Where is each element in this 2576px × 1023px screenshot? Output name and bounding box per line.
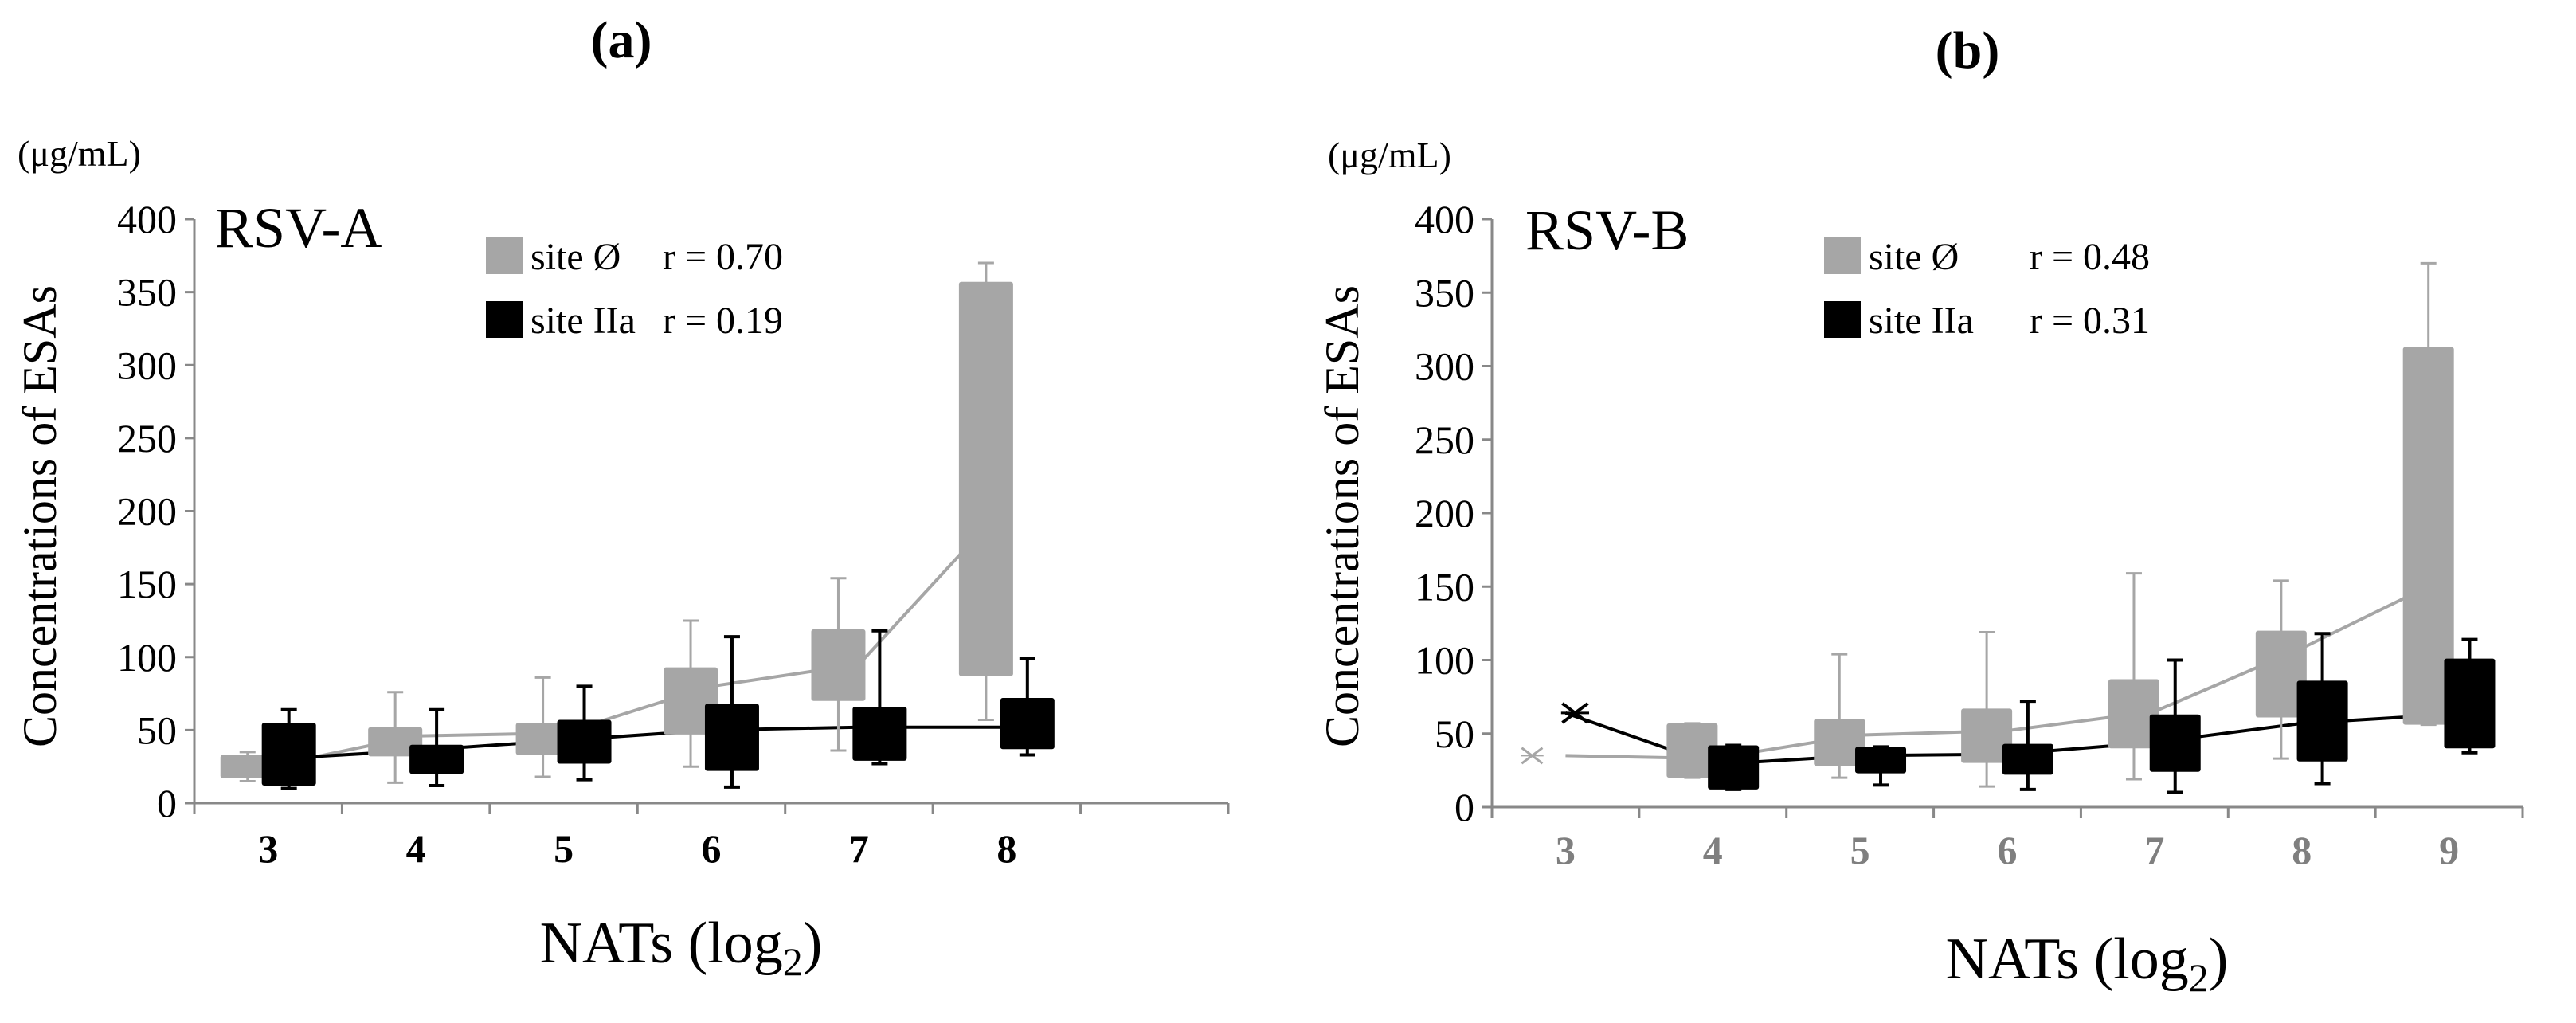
box-site-iia	[852, 707, 907, 761]
box-site-iia	[1708, 745, 1760, 790]
x-tick-label: 4	[406, 826, 426, 871]
x-axis-label: NATs (log2)	[540, 911, 823, 984]
box-site-o	[2108, 679, 2159, 749]
legend-swatch-site-iia	[1824, 301, 1861, 338]
panel-label: (a)	[591, 11, 652, 69]
x-tick-label: 3	[258, 826, 278, 871]
box-site-iia	[2149, 714, 2201, 772]
box-site-o	[1814, 719, 1865, 766]
legend-label-site-iia: site IIa	[1869, 300, 1974, 342]
legend-r-value-site-iia: r = 0.19	[663, 300, 783, 342]
box-site-iia	[2444, 658, 2496, 749]
legend-swatch-site-o	[486, 237, 523, 274]
y-tick-label: 400	[117, 197, 177, 241]
x-tick-label: 7	[2144, 828, 2164, 872]
box-site-iia	[1855, 747, 1907, 774]
x-tick-label: 6	[702, 826, 722, 871]
box-site-iia	[409, 744, 464, 774]
y-tick-label: 50	[1435, 711, 1474, 756]
y-tick-label: 0	[1454, 785, 1474, 829]
y-tick-label: 50	[137, 707, 177, 752]
y-tick-label: 250	[1415, 417, 1474, 462]
x-axis-label-main: NATs (log	[540, 911, 783, 976]
box-site-o	[2255, 630, 2307, 718]
y-tick-label: 250	[117, 416, 177, 461]
chart-title: RSV-B	[1525, 198, 1689, 262]
y-tick-label: 350	[117, 270, 177, 315]
y-axis-label: Concentrations of ESAs	[14, 285, 66, 747]
box-site-o	[515, 723, 570, 755]
x-tick-label: 5	[1850, 828, 1870, 872]
y-tick-label: 100	[1415, 638, 1474, 683]
box-site-iia	[557, 719, 612, 764]
y-tick-label: 150	[117, 562, 177, 606]
box-site-o	[1666, 723, 1718, 778]
x-tick-label: 8	[2292, 828, 2312, 872]
y-tick-label: 200	[1415, 491, 1474, 535]
y-tick-label: 150	[1415, 564, 1474, 609]
unit-label: (μg/mL)	[1328, 135, 1451, 175]
legend-label-site-o: site Ø	[530, 236, 621, 278]
point-marker-site-iia	[1560, 702, 1590, 724]
chart-title: RSV-A	[215, 196, 382, 260]
unit-label: (μg/mL)	[18, 133, 141, 174]
x-axis-label-close: )	[803, 911, 823, 976]
legend-swatch-site-o	[1824, 237, 1861, 274]
x-tick-label: 4	[1703, 828, 1723, 872]
x-axis-label: NATs (log2)	[1946, 927, 2229, 1000]
box-site-o	[368, 727, 423, 757]
x-tick-label: 8	[996, 826, 1016, 871]
x-axis-label-subscript: 2	[783, 939, 803, 984]
y-tick-label: 100	[117, 635, 177, 680]
box-site-o	[2402, 347, 2454, 725]
x-tick-label: 5	[554, 826, 574, 871]
chart-panel-a: (a) (μg/mL) RSV-A Concentrations of ESAs 0 50…	[14, 11, 1230, 984]
box-site-o	[811, 629, 866, 701]
legend-label-site-o: site Ø	[1869, 236, 1959, 278]
y-tick-label: 0	[157, 781, 177, 825]
box-site-iia	[2002, 743, 2053, 775]
x-tick-label: 7	[849, 826, 869, 871]
y-tick-label: 350	[1415, 270, 1474, 315]
box-site-o	[220, 755, 275, 778]
x-axis-label-subscript: 2	[2189, 955, 2209, 1000]
box-site-iia	[2296, 680, 2348, 762]
box-site-iia	[704, 704, 759, 771]
box-site-o	[958, 281, 1013, 676]
box-site-iia	[261, 723, 316, 786]
legend-r-value-site-iia: r = 0.31	[2030, 300, 2150, 342]
point-marker-site-o	[1521, 747, 1544, 765]
y-axis-label: Concentrations of ESAs	[1316, 285, 1368, 747]
y-tick-label: 200	[117, 489, 177, 534]
legend-r-value-site-o: r = 0.70	[663, 236, 783, 278]
x-axis-label-close: )	[2209, 927, 2229, 992]
legend-r-value-site-o: r = 0.48	[2030, 236, 2150, 278]
panel-label: (b)	[1936, 22, 2000, 80]
box-site-iia	[1000, 698, 1055, 750]
y-tick-label: 300	[117, 343, 177, 387]
x-axis-label-main: NATs (log	[1946, 927, 2189, 992]
box-site-o	[1961, 708, 2013, 763]
y-tick-label: 400	[1415, 197, 1474, 241]
y-tick-label: 300	[1415, 344, 1474, 389]
box-site-o	[664, 667, 718, 735]
x-tick-label: 9	[2439, 828, 2459, 872]
legend-swatch-site-iia	[486, 301, 523, 338]
x-tick-label: 3	[1556, 828, 1576, 872]
x-tick-label: 6	[1998, 828, 2018, 872]
legend-label-site-iia: site IIa	[530, 300, 636, 342]
chart-panel-b: (b) (μg/mL) RSV-B Concentrations of ESAs 0 50…	[1316, 22, 2524, 1000]
